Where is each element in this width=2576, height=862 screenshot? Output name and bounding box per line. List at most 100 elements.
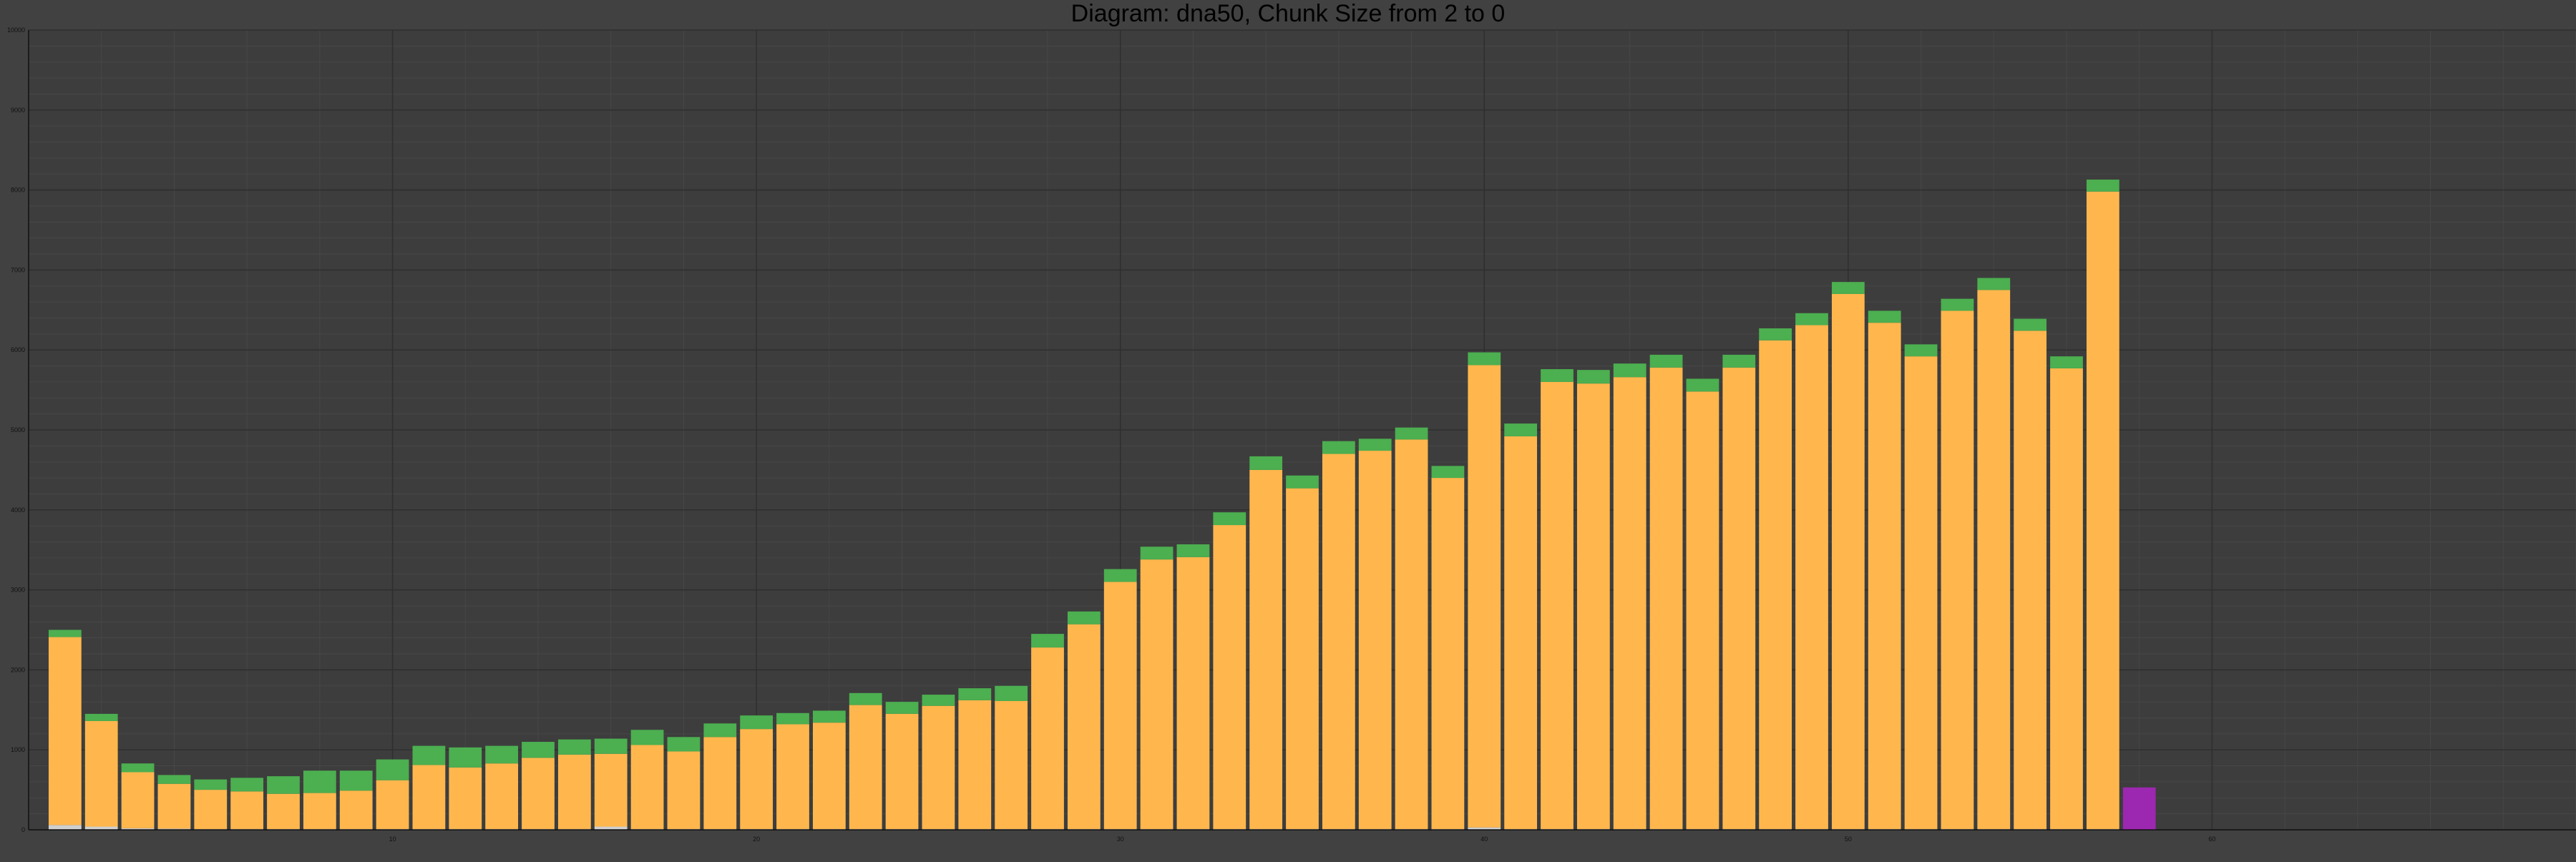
bar-segment <box>1722 367 1756 829</box>
bar-segment <box>776 724 809 829</box>
bar-segment <box>667 737 701 752</box>
chart-title: Diagram: dna50, Chunk Size from 2 to 0 <box>1071 0 1506 27</box>
bar-segment <box>1395 439 1428 829</box>
bar-segment <box>1431 466 1465 479</box>
bar-segment <box>1249 456 1283 470</box>
bar-segment <box>267 793 300 829</box>
bar-segment <box>740 729 774 829</box>
bar-segment <box>594 826 628 830</box>
bar-segment <box>2014 330 2047 829</box>
bar-segment <box>194 790 228 829</box>
bar-segment <box>958 688 992 700</box>
bar-segment <box>2050 368 2083 829</box>
bar-segment <box>703 723 737 738</box>
bar-segment <box>121 763 155 773</box>
bar-segment <box>1795 313 1828 325</box>
bar-segment <box>1541 381 1574 829</box>
bar-segment <box>1941 310 1974 829</box>
bar-segment <box>121 828 155 830</box>
bar-segment <box>557 754 591 829</box>
bar-segment <box>995 701 1028 829</box>
bar-segment <box>84 713 118 721</box>
bar-segment <box>1358 439 1392 451</box>
bar-segment <box>1795 325 1828 829</box>
bar-segment <box>922 705 955 829</box>
y-tick-label: 0 <box>21 826 25 833</box>
axes <box>28 30 2576 831</box>
bar-segment <box>1286 475 1319 489</box>
x-tick-label: 40 <box>1480 836 1488 843</box>
bar-segment <box>522 742 555 758</box>
bar-segment <box>1649 367 1683 829</box>
bar-segment <box>812 723 846 829</box>
y-tick-label: 3000 <box>11 587 25 594</box>
bar-segment <box>1759 328 1792 341</box>
bar-segment <box>1468 365 1501 828</box>
bars <box>48 180 2156 830</box>
bar-segment <box>1395 427 1428 440</box>
bar-segment <box>376 780 409 829</box>
bar-segment <box>1431 478 1465 829</box>
x-tick-label: 30 <box>1117 836 1124 843</box>
y-tick-label: 8000 <box>11 187 25 194</box>
bar-segment <box>449 747 482 768</box>
y-tick-label: 2000 <box>11 666 25 673</box>
x-tick-label: 20 <box>753 836 760 843</box>
bar-segment <box>1504 436 1538 829</box>
bar-segment <box>1541 369 1574 382</box>
bar-segment <box>48 630 82 637</box>
bar-segment <box>1686 378 1719 392</box>
bar-segment <box>667 751 701 829</box>
bar-segment <box>776 712 809 725</box>
bar-segment <box>1176 544 1210 557</box>
bar-segment <box>157 828 191 830</box>
bar-segment <box>1686 391 1719 829</box>
bar-segment <box>1613 377 1646 829</box>
bar-segment <box>1031 634 1064 648</box>
bar-segment <box>230 778 264 792</box>
bar-segment <box>84 826 118 830</box>
bar-segment <box>1103 582 1137 829</box>
bar-segment <box>267 776 300 794</box>
bar-segment <box>376 759 409 780</box>
bar-segment <box>1468 827 1501 830</box>
bar-segment <box>1831 293 1865 829</box>
bar-segment <box>958 700 992 829</box>
x-tick-label: 60 <box>2208 836 2215 843</box>
bar-segment <box>1176 557 1210 829</box>
bar-segment <box>157 783 191 829</box>
bar-segment <box>812 710 846 723</box>
bar-segment <box>485 745 519 764</box>
bar-segment <box>1941 298 1974 311</box>
y-tick-label: 5000 <box>11 426 25 434</box>
bar-segment <box>995 685 1028 702</box>
y-tick-label: 1000 <box>11 746 25 753</box>
bar-segment <box>1759 340 1792 829</box>
bar-segment <box>630 730 664 745</box>
y-tick-label: 4000 <box>11 506 25 514</box>
y-tick-label: 9000 <box>11 107 25 114</box>
bar-segment <box>1613 363 1646 378</box>
bar-segment <box>194 779 228 790</box>
bar-segment <box>2122 787 2156 830</box>
bar-segment <box>1140 547 1174 560</box>
bar-segment <box>1722 354 1756 368</box>
bar-segment <box>1031 647 1064 829</box>
bar-segment <box>2014 318 2047 331</box>
bar-segment <box>412 765 446 829</box>
y-tick-label: 6000 <box>11 346 25 353</box>
bar-segment <box>1322 454 1355 829</box>
bar-segment <box>2050 356 2083 368</box>
bar-segment <box>922 695 955 706</box>
bar-segment <box>1868 323 1901 829</box>
bar-segment <box>849 692 882 705</box>
bar-segment <box>1213 525 1246 829</box>
bar-segment <box>412 745 446 765</box>
bar-segment <box>1868 310 1901 323</box>
bar-segment <box>48 637 82 826</box>
bar-segment <box>1103 569 1137 582</box>
bar-segment <box>1977 278 2011 290</box>
bar-segment <box>1322 441 1355 454</box>
